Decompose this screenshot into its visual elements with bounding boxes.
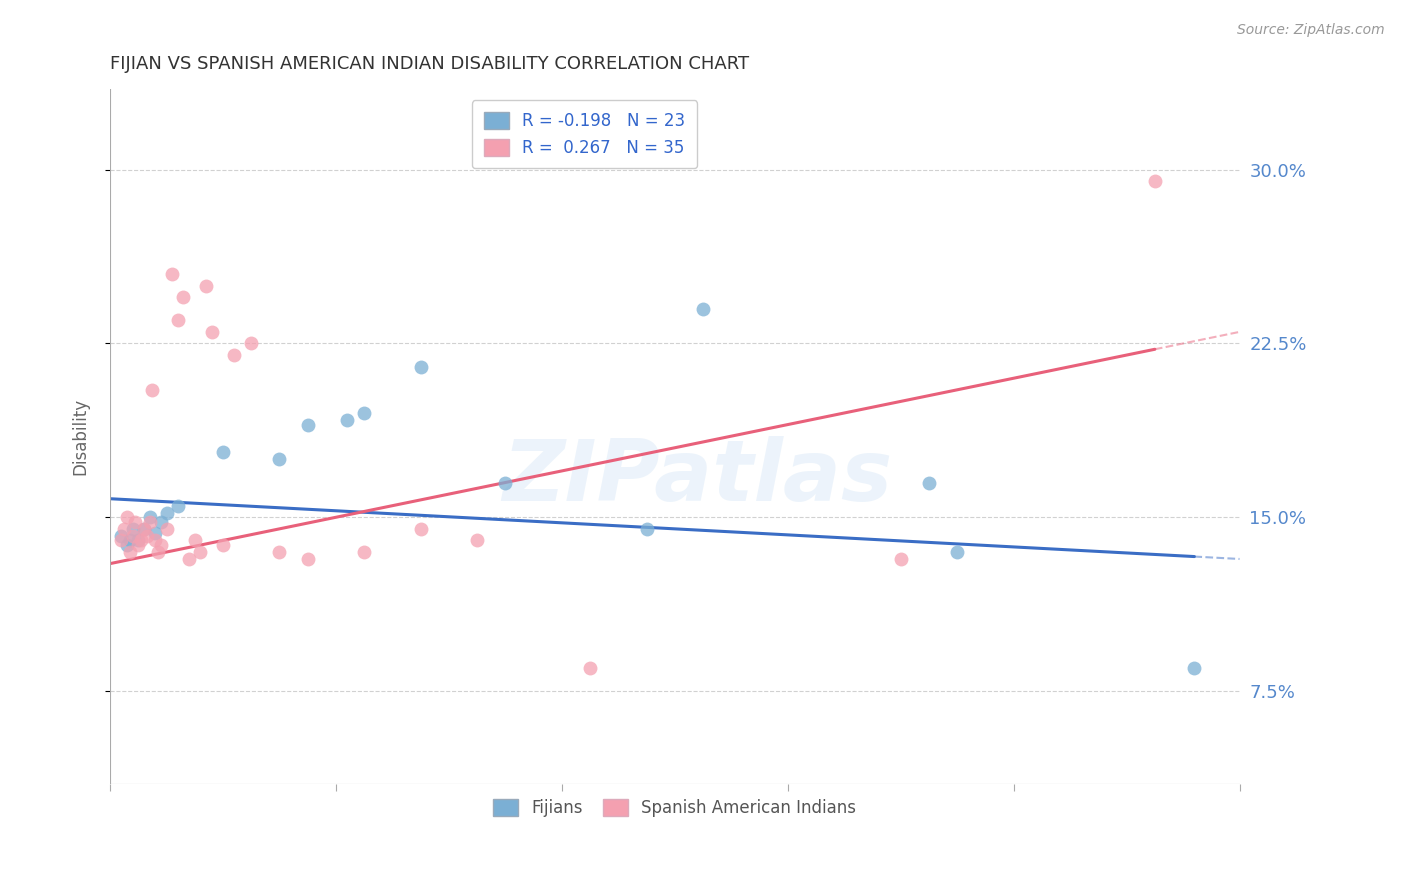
Point <box>918 475 941 490</box>
Point <box>494 475 516 490</box>
Point <box>166 313 188 327</box>
Text: Source: ZipAtlas.com: Source: ZipAtlas.com <box>1237 23 1385 37</box>
Point <box>138 515 160 529</box>
Point <box>155 506 177 520</box>
Point <box>179 552 201 566</box>
Point <box>173 290 195 304</box>
Point <box>184 533 207 548</box>
Point <box>224 348 246 362</box>
Point <box>692 301 714 316</box>
Point <box>112 522 135 536</box>
Point <box>115 538 138 552</box>
Point <box>132 522 155 536</box>
Point <box>636 522 658 536</box>
Point <box>212 538 235 552</box>
Point <box>353 545 375 559</box>
Point <box>409 522 432 536</box>
Point <box>190 545 212 559</box>
Point <box>201 325 224 339</box>
Point <box>149 515 172 529</box>
Point <box>212 445 235 459</box>
Point <box>135 529 157 543</box>
Point <box>269 545 291 559</box>
Point <box>890 552 912 566</box>
Point <box>143 526 166 541</box>
Point <box>141 383 163 397</box>
Point <box>353 406 375 420</box>
Text: ZIPatlas: ZIPatlas <box>502 436 893 519</box>
Point <box>269 452 291 467</box>
Point <box>118 533 141 548</box>
Point <box>110 529 132 543</box>
Point <box>166 499 188 513</box>
Legend: Fijians, Spanish American Indians: Fijians, Spanish American Indians <box>486 793 863 824</box>
Point <box>195 278 218 293</box>
Point <box>124 515 146 529</box>
Point <box>336 413 359 427</box>
Point <box>465 533 488 548</box>
Point <box>297 552 319 566</box>
Point <box>1143 174 1166 188</box>
Point <box>138 510 160 524</box>
Point <box>240 336 263 351</box>
Point <box>155 522 177 536</box>
Point <box>127 538 149 552</box>
Point <box>149 538 172 552</box>
Point <box>121 529 143 543</box>
Point <box>1182 661 1205 675</box>
Point <box>579 661 602 675</box>
Point <box>121 522 143 536</box>
Point <box>409 359 432 374</box>
Point <box>127 533 149 548</box>
Text: FIJIAN VS SPANISH AMERICAN INDIAN DISABILITY CORRELATION CHART: FIJIAN VS SPANISH AMERICAN INDIAN DISABI… <box>110 55 749 73</box>
Point <box>160 267 183 281</box>
Point <box>143 533 166 548</box>
Point <box>297 417 319 432</box>
Point <box>946 545 969 559</box>
Point <box>129 533 152 548</box>
Point <box>132 522 155 536</box>
Point <box>146 545 169 559</box>
Point <box>118 545 141 559</box>
Point <box>110 533 132 548</box>
Y-axis label: Disability: Disability <box>72 398 89 475</box>
Point <box>115 510 138 524</box>
